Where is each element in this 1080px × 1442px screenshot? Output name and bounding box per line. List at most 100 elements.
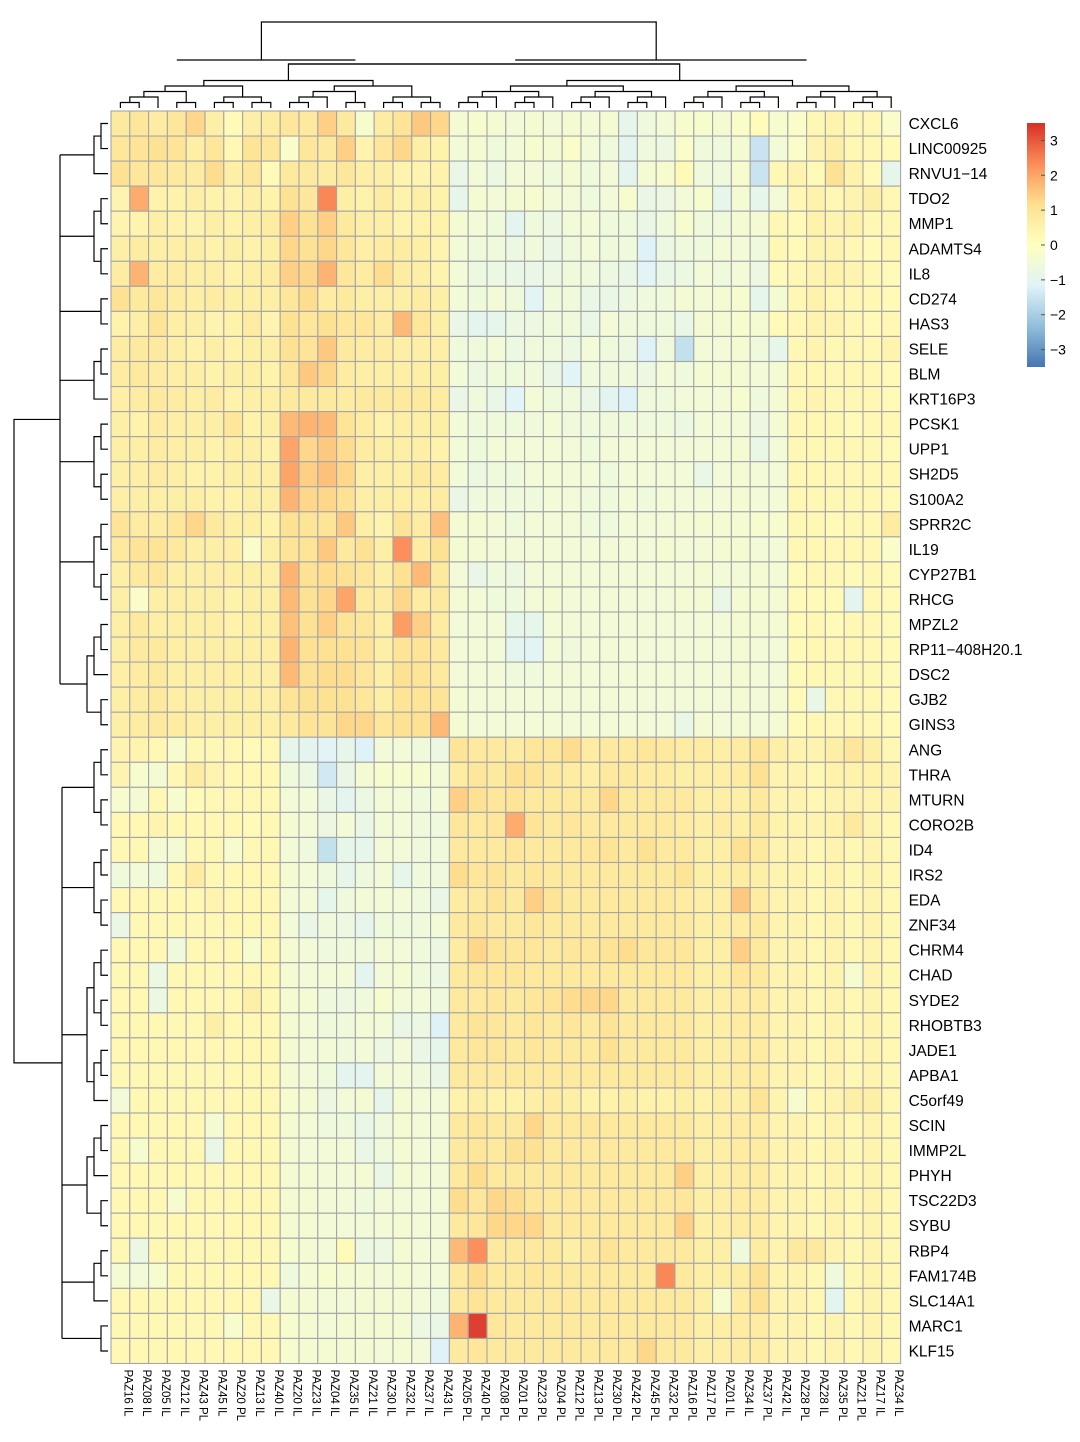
heatmap-cell [185,135,206,162]
heatmap-cell [204,1012,225,1039]
heatmap-cell [242,962,262,989]
heatmap-cell [317,736,338,763]
heatmap-cell [655,1262,676,1289]
heatmap-cell [336,210,356,237]
heatmap-cell [768,260,789,287]
heatmap-cell [599,360,620,388]
heatmap-cell [561,1037,582,1064]
heatmap-cell [129,1062,150,1089]
heatmap-cell [336,110,356,137]
row-label: IL19 [909,542,939,559]
heatmap-cell [223,1062,244,1089]
heatmap-cell [843,1112,864,1139]
heatmap-cell [223,736,244,763]
heatmap-cell [486,511,507,538]
heatmap-cell [317,1137,338,1164]
heatmap-cell [448,711,469,738]
heatmap-cell [580,536,601,563]
heatmap-cell [843,987,864,1014]
heatmap-cell [110,561,131,588]
heatmap-cell [618,135,638,162]
heatmap-cell [298,436,319,463]
row-label: RP11−408H20.1 [909,642,1023,659]
heatmap-cell [317,1112,338,1139]
heatmap-cell [204,912,225,939]
column-label: PAZ42 PL [629,1370,641,1422]
heatmap-cell [204,1087,225,1114]
heatmap-cell [129,436,150,463]
heatmap-cell [749,962,770,989]
heatmap-cell [166,1012,187,1039]
heatmap-cell [561,486,582,513]
heatmap-cell [166,611,187,638]
heatmap-cell [298,886,319,914]
heatmap-cell [242,1162,262,1189]
heatmap-cell [730,185,751,212]
column-label: PAZ43 PL [197,1370,209,1422]
heatmap-cell [524,511,544,538]
heatmap-cell [204,486,225,513]
heatmap-cell [843,1062,864,1089]
heatmap-cell [749,937,770,964]
heatmap-cell [542,611,563,638]
heatmap-cell [166,761,187,788]
heatmap-cell [561,761,582,788]
row-label: RHCG [909,592,955,609]
dendrogram-branch [93,962,101,1014]
heatmap-cell [862,962,883,989]
heatmap-cell [298,736,319,763]
heatmap-cell [712,310,732,337]
heatmap-cell [787,736,808,763]
heatmap-cell [824,160,845,187]
heatmap-cell [655,686,676,713]
heatmap-cell [317,411,338,438]
dendrogram-branch [289,101,309,108]
heatmap-cell [110,160,131,187]
heatmap-cell [129,1237,150,1264]
row-label: PHYH [909,1168,952,1185]
heatmap-cell [561,1012,582,1039]
heatmap-cell [148,285,168,312]
heatmap-cell [561,1062,582,1089]
heatmap-cell [730,461,751,488]
heatmap-cell [336,561,356,588]
heatmap-cell [392,686,413,713]
heatmap-cell [580,1287,601,1314]
heatmap-cell [730,686,751,713]
heatmap-cell [392,1087,413,1114]
heatmap-cell [392,185,413,212]
heatmap-cell [448,160,469,187]
heatmap-cell [430,611,450,638]
heatmap-cell [223,160,244,187]
heatmap-cell [505,937,526,964]
heatmap-cell [881,987,902,1014]
heatmap-cell [298,1062,319,1089]
heatmap-cell [655,1037,676,1064]
dendrogram-branch [176,101,197,108]
heatmap-cell [693,511,714,538]
heatmap-cell [204,1112,225,1139]
heatmap-cell [542,861,563,889]
heatmap-cell [749,761,770,788]
heatmap-cell [618,836,638,864]
heatmap-cell [824,210,845,237]
heatmap-cell [448,811,469,839]
heatmap-cell [881,1212,902,1239]
dendrogram-branch [100,198,108,225]
heatmap-cell [693,536,714,563]
heatmap-cell [373,836,394,864]
heatmap-cell [542,335,563,363]
heatmap-cell [561,912,582,939]
heatmap-cell [524,937,544,964]
heatmap-cell [862,861,883,889]
heatmap-cell [561,110,582,137]
heatmap-cell [843,1137,864,1164]
heatmap-cell [279,836,300,864]
heatmap-cell [674,436,695,463]
column-label: PAZ05 PL [460,1370,472,1422]
heatmap-cell [843,711,864,738]
heatmap-cell [768,1212,789,1239]
heatmap-cell [693,836,714,864]
heatmap-cell [317,861,338,889]
heatmap-cell [505,586,526,613]
